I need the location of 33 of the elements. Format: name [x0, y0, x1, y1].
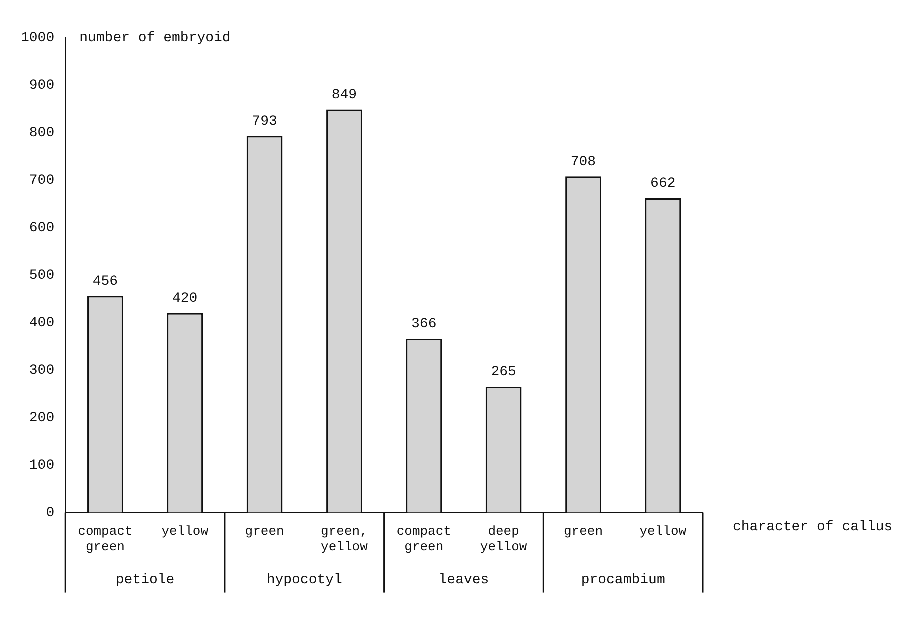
text: hypocotyl	[266, 572, 342, 589]
x-tick-label: yellow	[162, 524, 209, 540]
x-axis-title: character of callus	[733, 520, 893, 536]
y-tick-label: 100	[29, 458, 55, 474]
x-tick-label: yellow	[640, 524, 687, 540]
y-tick-label: 200	[29, 410, 55, 427]
y-tick-label: 0	[46, 506, 55, 522]
y-tick-label: 600	[29, 220, 55, 237]
x-tick-label: deep yellow	[480, 524, 528, 555]
data-label: 366	[412, 316, 437, 333]
y-tick-label: 400	[29, 316, 55, 332]
data-label: 456	[92, 274, 118, 290]
y-tick-label: 1000	[20, 30, 55, 47]
data-label: 265	[491, 364, 516, 381]
y-tick-label: 900	[29, 78, 55, 94]
text: petiole	[116, 572, 175, 589]
y-tick-label: 700	[29, 173, 55, 190]
y-axis-title: number of embryoid	[80, 30, 231, 47]
x-tick-label: green, yellow	[321, 524, 368, 555]
x-tick-label: green	[564, 524, 603, 540]
x-tick-label: compact green	[78, 524, 133, 555]
text: leaves	[438, 572, 490, 589]
y-tick-label: 800	[29, 126, 55, 142]
text: procambium	[581, 572, 666, 589]
x-tick-label: green	[245, 524, 284, 540]
y-tick-label: 500	[29, 268, 55, 284]
data-label: 793	[252, 114, 278, 130]
data-label: 662	[650, 176, 676, 192]
y-tick-label: 300	[29, 363, 55, 380]
data-label: 849	[332, 87, 358, 104]
data-label: 420	[172, 291, 198, 308]
data-label: 708	[570, 154, 596, 170]
x-tick-label: compact green	[396, 524, 452, 555]
